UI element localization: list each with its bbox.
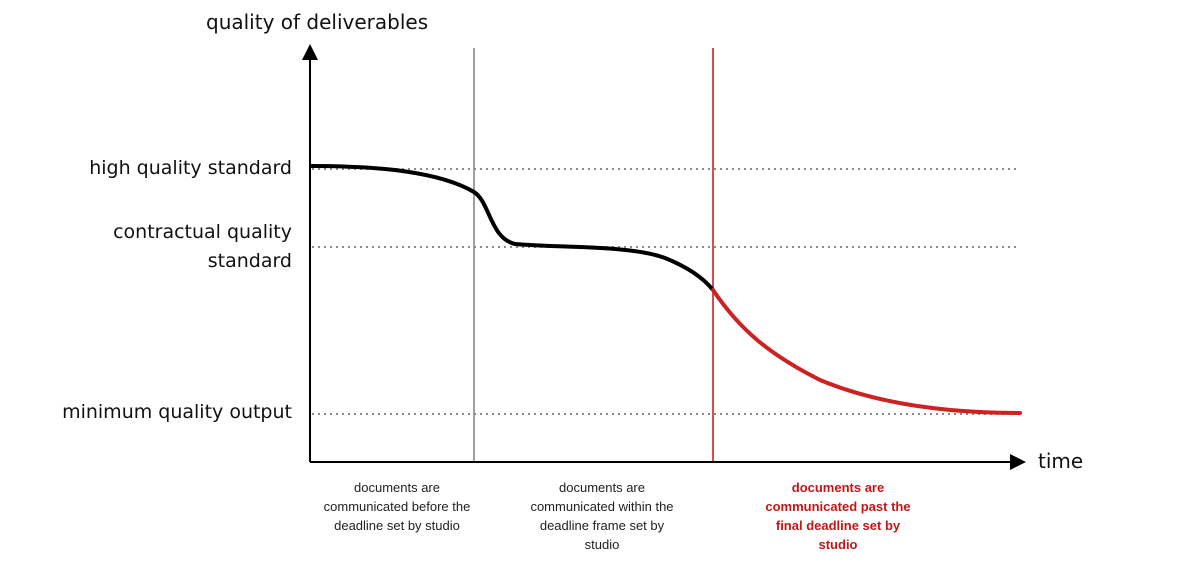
phase-before-deadline-text: documents are communicated before the de…	[323, 480, 471, 533]
x-axis-label: time	[1038, 449, 1084, 473]
y-axis-arrow	[302, 44, 318, 60]
contractual-quality-label-line1: contractual quality	[113, 221, 292, 243]
minimum-quality-output-label: minimum quality output	[62, 401, 292, 423]
quality-curve	[310, 164, 715, 292]
contractual-quality-standard-label: contractual quality standard	[113, 218, 292, 276]
quality-curve-late	[711, 288, 1022, 415]
high-quality-standard-label: high quality standard	[89, 157, 292, 179]
y-axis-label: quality of deliverables	[206, 10, 429, 34]
x-axis-arrow	[1010, 454, 1026, 470]
phase-within-deadline-text: documents are communicated within the de…	[530, 480, 674, 552]
phase-past-deadline-text: documents are communicated past the fina…	[765, 480, 911, 552]
contractual-quality-label-line2: standard	[207, 250, 292, 272]
